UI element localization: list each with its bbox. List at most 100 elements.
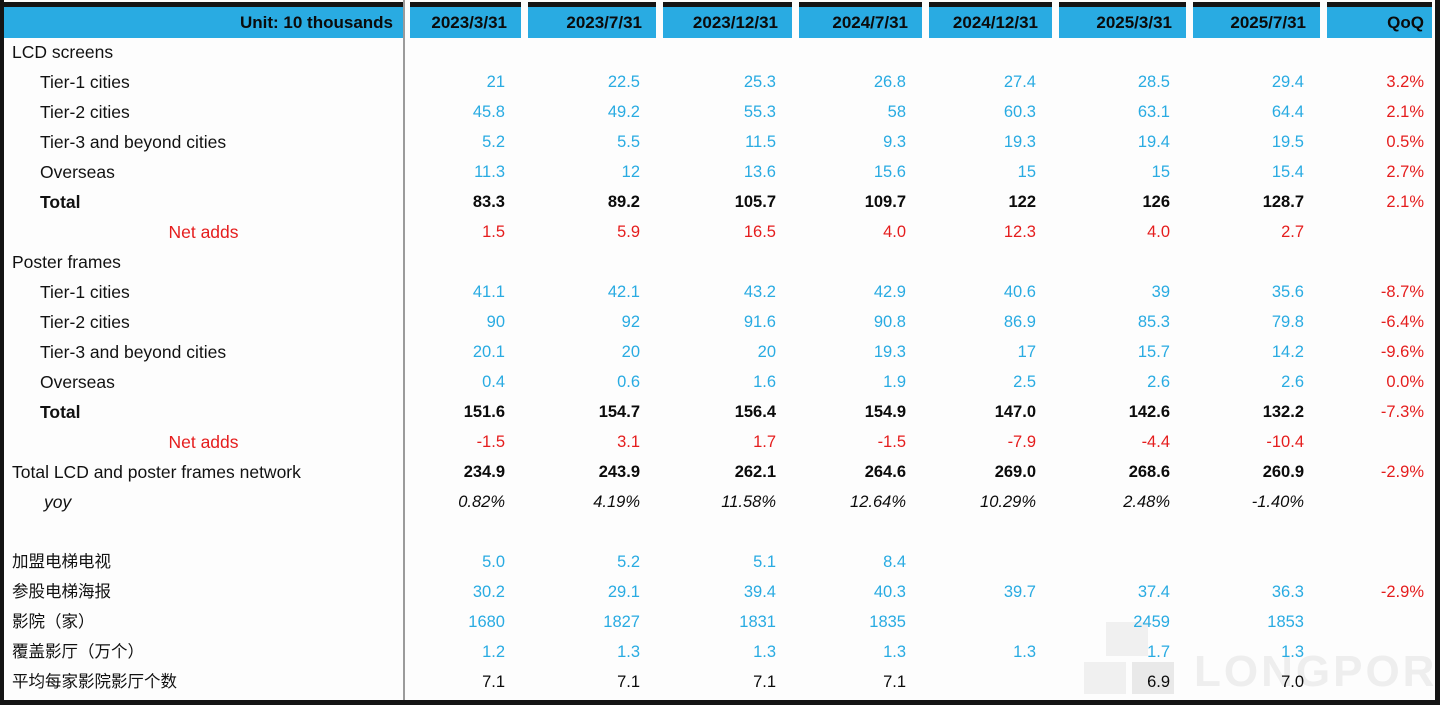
row-label: 参股电梯海报 (12, 583, 111, 601)
watermark-text: LONGPORT (1194, 647, 1440, 696)
cell-qoq (1320, 37, 1432, 67)
cell-value: 58 (887, 103, 906, 121)
table-row: 加盟电梯电视 5.0 5.2 5.1 8.4 (4, 547, 1435, 577)
table-row: 参股电梯海报 30.2 29.1 39.4 40.3 39.7 37.4 36.3 -2.9% (4, 577, 1435, 607)
row-label: Overseas (40, 372, 115, 392)
cell-value: 1.3 (1281, 643, 1304, 661)
cell-value (521, 37, 656, 67)
cell-value: 156.4 (734, 403, 776, 421)
row-label: LCD screens (12, 42, 114, 62)
cell-value: 1680 (468, 613, 505, 631)
cell-value: 60.3 (1003, 103, 1036, 121)
cell-value: 0.6 (617, 373, 640, 391)
cell-value: 7.1 (883, 673, 906, 691)
cell-value: 264.6 (864, 463, 906, 481)
table-row: Tier-3 and beyond cities 5.2 5.5 11.5 9.3 19.… (4, 127, 1435, 157)
row-label: Tier-3 and beyond cities (40, 342, 227, 362)
cell-value: 16.5 (743, 223, 776, 241)
cell-value: 92 (621, 313, 640, 331)
cell-value (1052, 517, 1186, 547)
cell-value: 21 (486, 73, 505, 91)
cell-value (656, 517, 792, 547)
cell-value (1052, 247, 1186, 277)
row-label: Total LCD and poster frames network (12, 462, 301, 482)
cell-value: 28.5 (1137, 73, 1170, 91)
cell-value: 12.64% (850, 493, 906, 511)
cell-value: 0.82% (458, 493, 505, 511)
cell-value: 5.2 (482, 133, 505, 151)
cell-value: 7.1 (753, 673, 776, 691)
cell-value: 19.5 (1271, 133, 1304, 151)
cell-value: 14.2 (1271, 343, 1304, 361)
cell-qoq: 2.1% (1386, 193, 1424, 211)
cell-value: 12 (621, 163, 640, 181)
cell-value (403, 517, 521, 547)
cell-value: 142.6 (1128, 403, 1170, 421)
table-row: Net adds 1.5 5.9 16.5 4.0 12.3 4.0 2.7 (4, 217, 1435, 247)
cell-value: 4.19% (593, 493, 640, 511)
label-data-separator-line (403, 0, 405, 700)
cell-value: 243.9 (598, 463, 640, 481)
cell-qoq (1320, 547, 1432, 577)
cell-value (1186, 517, 1320, 547)
cell-value: -10.4 (1266, 433, 1304, 451)
cell-value: 86.9 (1003, 313, 1036, 331)
table-row: 平均每家影院影厅个数 7.1 7.1 7.1 7.1 6.9 7.0 (4, 667, 1435, 697)
table-row: Tier-2 cities 90 92 91.6 90.8 86.9 85.3 79.8 -6.… (4, 307, 1435, 337)
cell-value: 269.0 (994, 463, 1036, 481)
row-label: 影院（家） (12, 613, 95, 631)
cell-value: 4.0 (883, 223, 906, 241)
row-label: Net adds (168, 432, 239, 452)
table-header-row: Unit: 10 thousands 2023/3/31 2023/7/31 2023… (4, 0, 1435, 38)
cell-value: 1.3 (883, 643, 906, 661)
cell-value: 151.6 (463, 403, 505, 421)
cell-value: 0.4 (482, 373, 505, 391)
cell-qoq: 0.0% (1386, 373, 1424, 391)
cell-value: 17 (1017, 343, 1036, 361)
cell-value: 132.2 (1262, 403, 1304, 421)
row-label: Tier-1 cities (40, 282, 130, 302)
table-row: Total LCD and poster frames network 234.9… (4, 457, 1435, 487)
cell-value: 35.6 (1271, 283, 1304, 301)
cell-value (792, 37, 922, 67)
cell-value: 109.7 (864, 193, 906, 211)
cell-value: 13.6 (743, 163, 776, 181)
cell-value: 19.4 (1137, 133, 1170, 151)
cell-value: -4.4 (1141, 433, 1170, 451)
cell-value: 1.7 (1147, 643, 1170, 661)
cell-value: 40.3 (873, 583, 906, 601)
row-label: 加盟电梯电视 (12, 553, 111, 571)
cell-value (656, 37, 792, 67)
cell-value: 15.6 (873, 163, 906, 181)
spacer-row (4, 517, 1435, 547)
cell-value (922, 607, 1052, 637)
table-row: yoy 0.82% 4.19% 11.58% 12.64% 10.29% 2.48% -1.4… (4, 487, 1435, 517)
column-header-date: 2023/12/31 (663, 2, 792, 38)
cell-value (922, 667, 1052, 697)
cell-value: 154.7 (598, 403, 640, 421)
cell-value (922, 517, 1052, 547)
cell-qoq (1320, 637, 1432, 667)
cell-value: 19.3 (873, 343, 906, 361)
cell-value: 29.1 (607, 583, 640, 601)
cell-value: 105.7 (734, 193, 776, 211)
cell-value: 39 (1151, 283, 1170, 301)
cell-value: 39.4 (743, 583, 776, 601)
cell-value: 6.9 (1147, 673, 1170, 691)
cell-value (1052, 547, 1186, 577)
cell-value: 15 (1151, 163, 1170, 181)
column-header-date: 2023/7/31 (528, 2, 656, 38)
cell-value (656, 247, 792, 277)
table-row: Tier-3 and beyond cities 20.1 20 20 19.3 17 15… (4, 337, 1435, 367)
cell-value: 1835 (869, 613, 906, 631)
column-header-date: 2024/12/31 (929, 2, 1052, 38)
cell-value: 3.1 (617, 433, 640, 451)
table-row: 影院（家） 1680 1827 1831 1835 2459 1853 (4, 607, 1435, 637)
cell-value: 22.5 (607, 73, 640, 91)
cell-value: 147.0 (994, 403, 1036, 421)
cell-value: 89.2 (607, 193, 640, 211)
cell-value: 11.3 (474, 163, 505, 181)
cell-qoq: 3.2% (1386, 73, 1424, 91)
cell-value: -1.5 (877, 433, 906, 451)
